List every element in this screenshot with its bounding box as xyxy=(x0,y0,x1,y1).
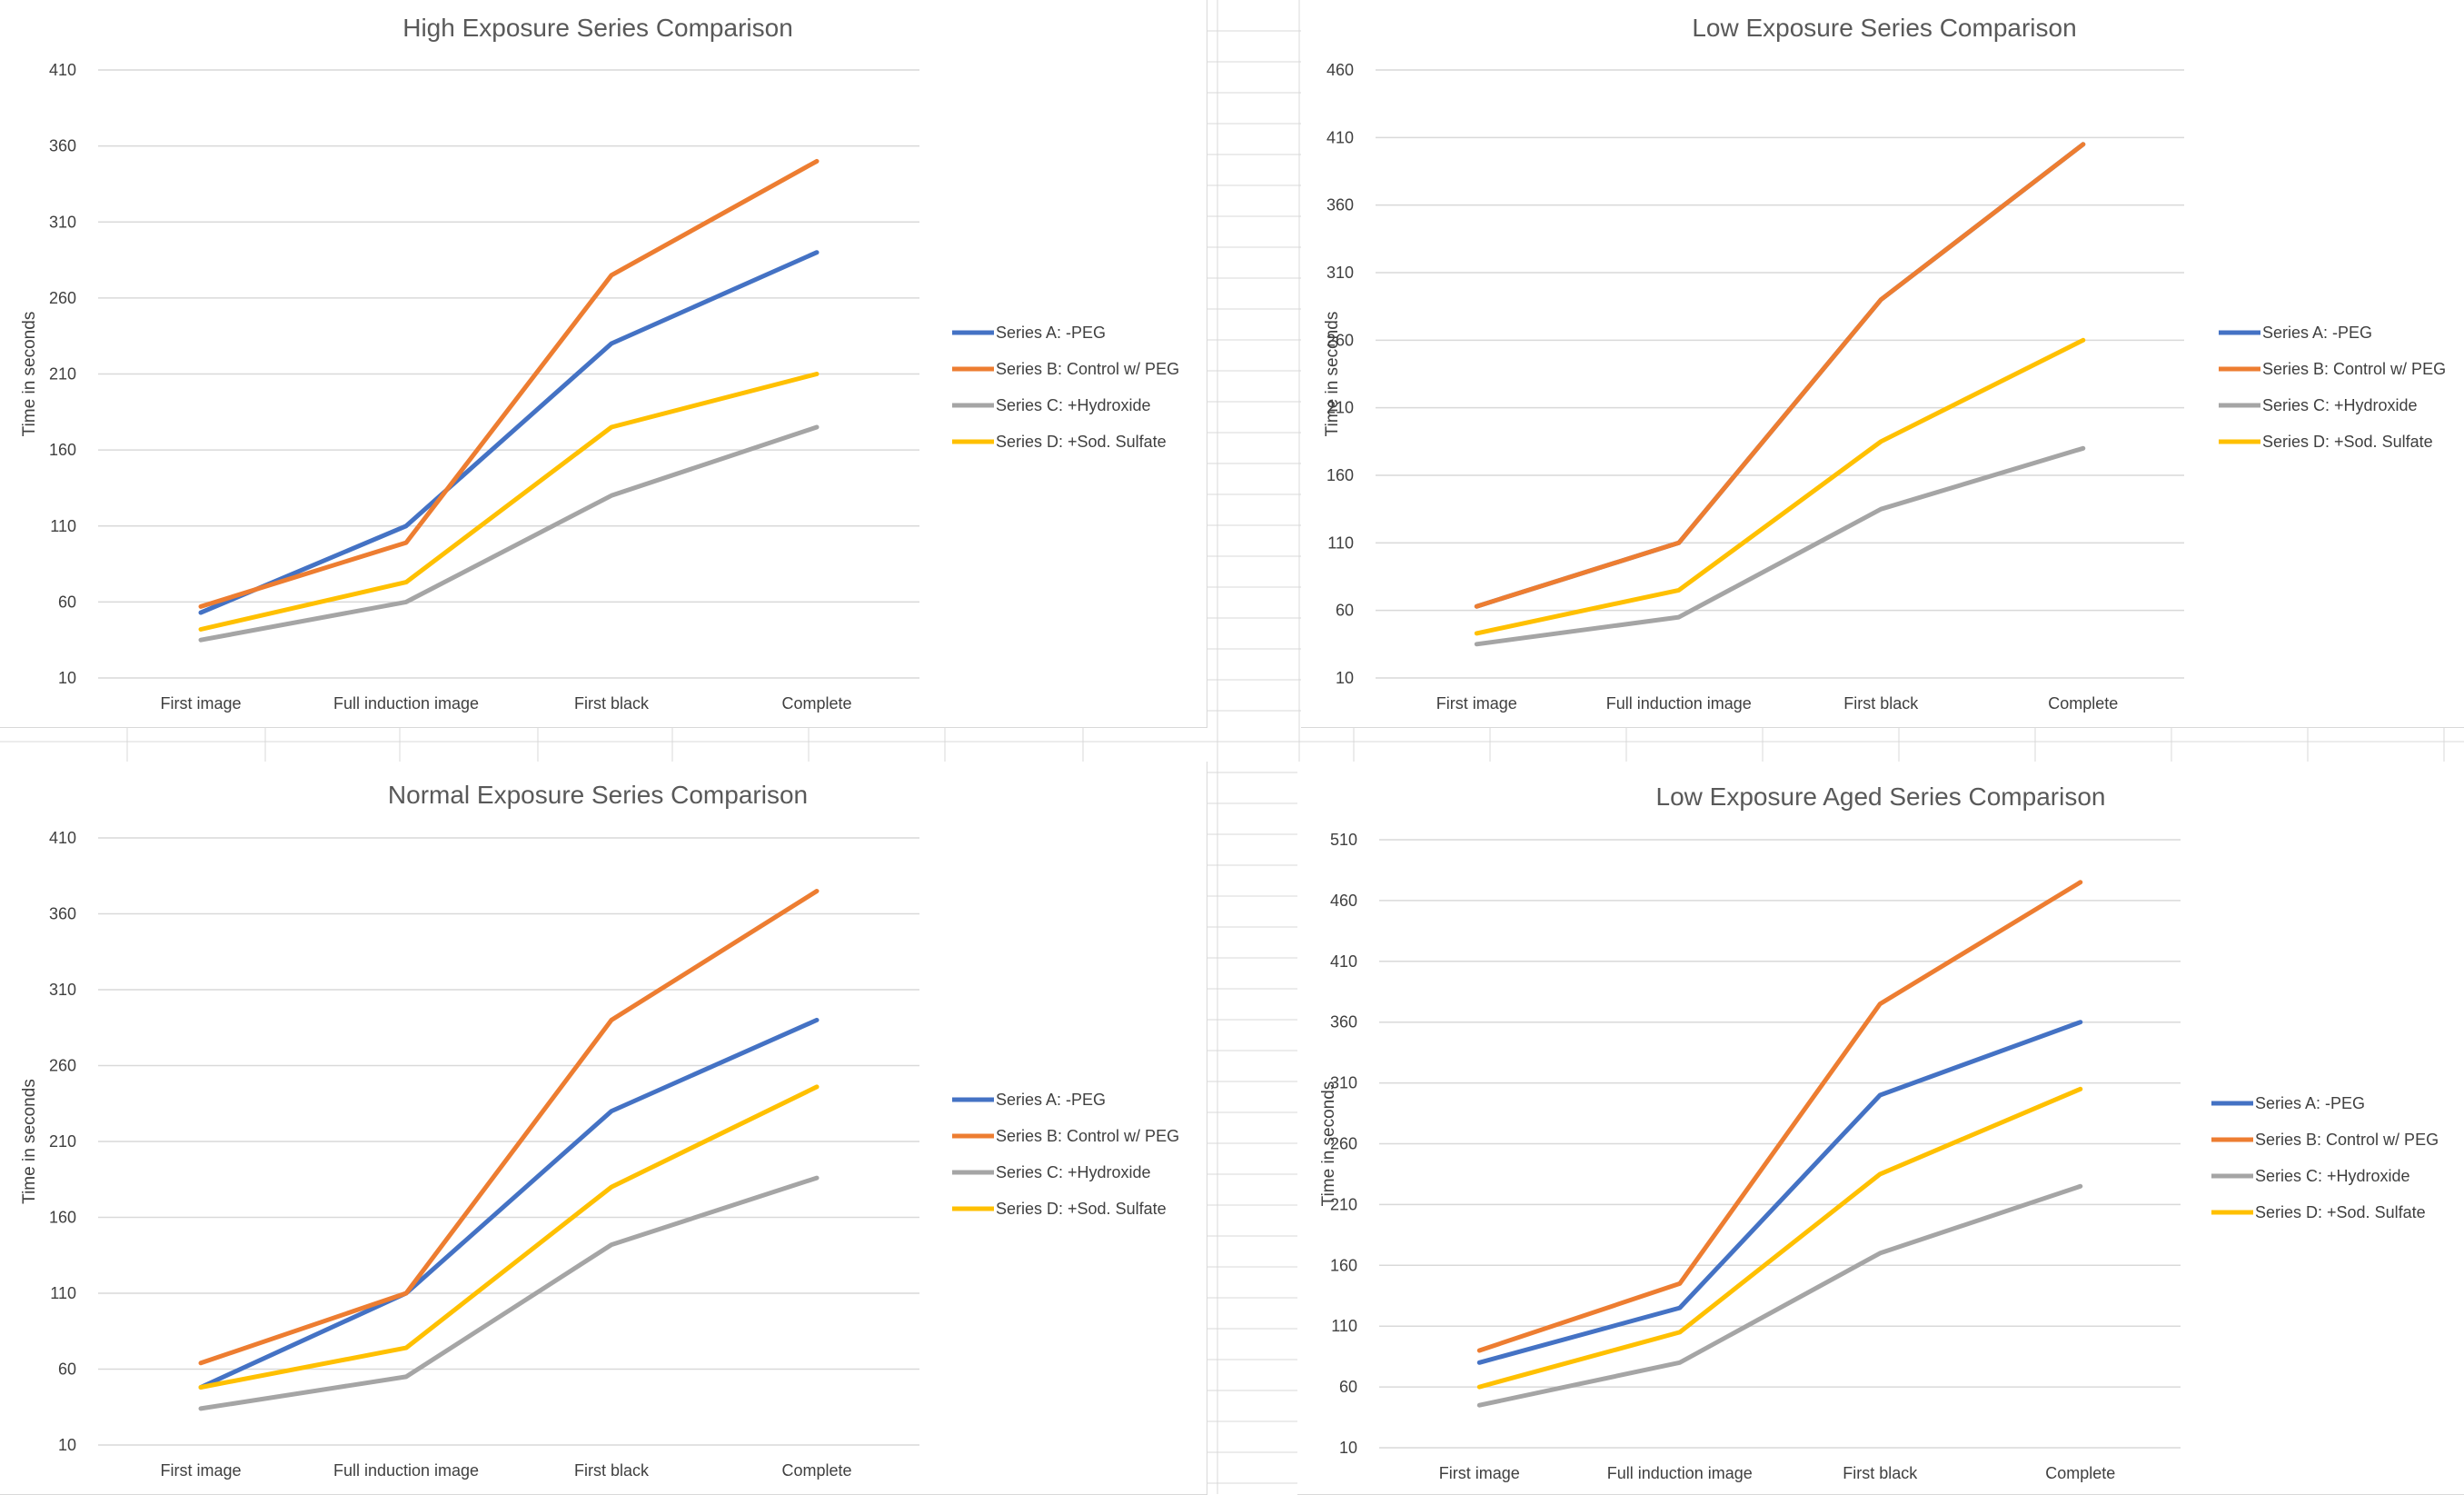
legend-label: Series C: +Hydroxide xyxy=(2255,1167,2410,1185)
legend-label: Series D: +Sod. Sulfate xyxy=(996,1200,1167,1218)
y-tick-label: 110 xyxy=(1331,1317,1357,1335)
y-tick-label: 160 xyxy=(49,441,76,459)
y-tick-label: 110 xyxy=(50,1284,76,1302)
y-tick-label: 410 xyxy=(49,829,76,847)
legend-label: Series A: -PEG xyxy=(2262,324,2372,342)
x-tick-label: Full induction image xyxy=(1607,1464,1753,1482)
chart-normal-exposure[interactable]: Normal Exposure Series Comparison 10 60 110… xyxy=(0,762,1207,1495)
y-tick-label: 310 xyxy=(49,213,76,231)
chart-normal-exposure-svg: Normal Exposure Series Comparison 10 60 110… xyxy=(0,762,1207,1494)
series-line-a xyxy=(1479,1022,2081,1363)
y-tick-label: 360 xyxy=(49,905,76,923)
series-line-b xyxy=(1479,882,2081,1350)
x-tick-label: First black xyxy=(574,694,650,713)
chart-high-exposure-svg: High Exposure Series Comparison 10 60 110 16… xyxy=(0,0,1207,727)
legend-label: Series A: -PEG xyxy=(2255,1094,2365,1112)
x-tick-label: Full induction image xyxy=(333,1461,479,1480)
y-tick-label: 410 xyxy=(1326,128,1354,146)
y-tick-label: 10 xyxy=(58,669,76,687)
y-tick-label: 110 xyxy=(50,517,76,535)
series-line-b xyxy=(1476,145,2083,606)
legend-label: Series D: +Sod. Sulfate xyxy=(996,433,1167,451)
legend-label: Series B: Control w/ PEG xyxy=(2262,360,2446,378)
legend-label: Series C: +Hydroxide xyxy=(996,1163,1151,1181)
y-axis-title: Time in seconds xyxy=(20,312,39,437)
chart-title: Normal Exposure Series Comparison xyxy=(388,781,808,809)
legend-label: Series C: +Hydroxide xyxy=(2262,396,2418,414)
y-tick-label: 310 xyxy=(1326,264,1354,282)
legend-label: Series A: -PEG xyxy=(996,324,1106,342)
x-tick-label: First image xyxy=(160,1461,241,1480)
y-tick-label: 60 xyxy=(1336,602,1354,620)
legend-label: Series D: +Sod. Sulfate xyxy=(2255,1203,2426,1221)
y-axis-title: Time in seconds xyxy=(20,1079,39,1204)
x-tick-label: First image xyxy=(1436,694,1517,713)
y-tick-label: 360 xyxy=(49,137,76,155)
series-line-d xyxy=(1476,340,2083,633)
y-tick-label: 360 xyxy=(1326,196,1354,214)
series-line-b xyxy=(201,892,817,1363)
series-line-c xyxy=(1479,1186,2081,1405)
x-tick-label: First image xyxy=(160,694,241,713)
y-axis-title: Time in seconds xyxy=(1323,312,1342,437)
chart-low-exposure-svg: Low Exposure Series Comparison 10 60 110 160… xyxy=(1301,0,2464,727)
series-line-a xyxy=(201,253,817,613)
x-tick-label: Full induction image xyxy=(1606,694,1752,713)
x-tick-label: Complete xyxy=(2048,694,2118,713)
y-axis-title: Time in seconds xyxy=(1319,1081,1338,1207)
x-tick-label: First black xyxy=(1843,1464,1918,1482)
y-tick-label: 60 xyxy=(1339,1378,1357,1396)
chart-title: High Exposure Series Comparison xyxy=(402,14,793,42)
legend-label: Series C: +Hydroxide xyxy=(996,396,1151,414)
series-line-d xyxy=(1479,1089,2081,1387)
x-tick-label: Complete xyxy=(781,694,851,713)
x-tick-label: Complete xyxy=(781,1461,851,1480)
legend-label: Series B: Control w/ PEG xyxy=(2255,1131,2439,1149)
y-tick-label: 510 xyxy=(1330,831,1357,849)
chart-low-exposure[interactable]: Low Exposure Series Comparison 10 60 110 160… xyxy=(1301,0,2464,728)
series-line-b xyxy=(201,161,817,606)
y-tick-label: 310 xyxy=(49,981,76,999)
y-tick-label: 60 xyxy=(58,1360,76,1379)
chart-low-exposure-aged[interactable]: Low Exposure Aged Series Comparison 10 60 1… xyxy=(1297,762,2464,1495)
legend-label: Series D: +Sod. Sulfate xyxy=(2262,433,2433,451)
chart-high-exposure[interactable]: High Exposure Series Comparison 10 60 110 16… xyxy=(0,0,1207,728)
y-tick-label: 360 xyxy=(1330,1013,1357,1032)
y-tick-label: 110 xyxy=(1327,533,1354,552)
y-tick-label: 10 xyxy=(1339,1439,1357,1457)
series-line-d xyxy=(201,1087,817,1388)
x-tick-label: First image xyxy=(1439,1464,1520,1482)
y-tick-label: 260 xyxy=(49,289,76,307)
y-tick-label: 460 xyxy=(1326,61,1354,79)
y-tick-label: 10 xyxy=(1336,669,1354,687)
legend-label: Series A: -PEG xyxy=(996,1091,1106,1109)
y-tick-label: 460 xyxy=(1330,892,1357,910)
legend-label: Series B: Control w/ PEG xyxy=(996,360,1179,378)
y-tick-label: 410 xyxy=(49,61,76,79)
y-tick-label: 160 xyxy=(1326,466,1354,484)
y-tick-label: 260 xyxy=(49,1057,76,1075)
y-tick-label: 210 xyxy=(49,1132,76,1151)
chart-title: Low Exposure Aged Series Comparison xyxy=(1656,782,2106,811)
chart-title: Low Exposure Series Comparison xyxy=(1692,14,2076,42)
x-tick-label: First black xyxy=(1843,694,1919,713)
y-tick-label: 160 xyxy=(49,1209,76,1227)
y-tick-label: 410 xyxy=(1330,952,1357,971)
y-tick-label: 160 xyxy=(1330,1256,1357,1274)
y-tick-label: 10 xyxy=(58,1436,76,1454)
x-tick-label: Full induction image xyxy=(333,694,479,713)
x-tick-label: First black xyxy=(574,1461,650,1480)
y-tick-label: 210 xyxy=(49,365,76,384)
legend-label: Series B: Control w/ PEG xyxy=(996,1127,1179,1145)
y-tick-label: 60 xyxy=(58,593,76,611)
chart-low-exposure-aged-svg: Low Exposure Aged Series Comparison 10 60 1… xyxy=(1297,762,2464,1494)
x-tick-label: Complete xyxy=(2045,1464,2115,1482)
